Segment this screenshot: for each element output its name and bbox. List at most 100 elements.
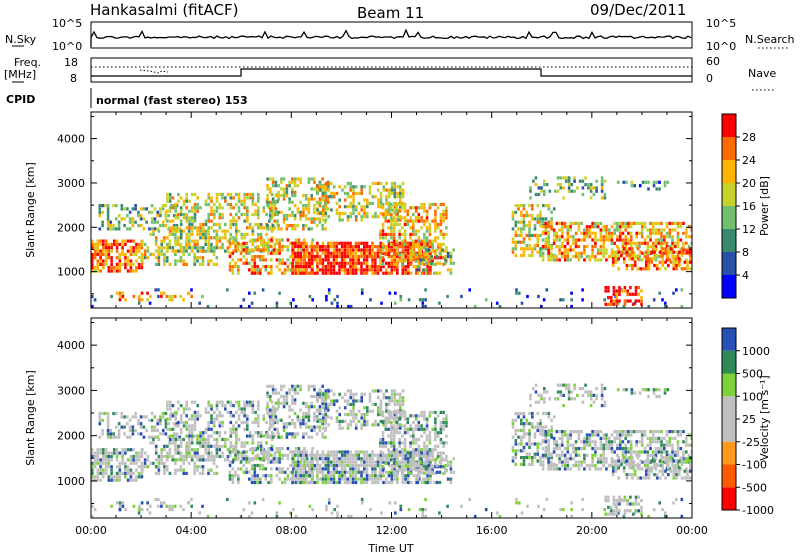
- echo-cell: [556, 189, 560, 193]
- echo-cell: [302, 224, 305, 228]
- echo-cell: [278, 470, 281, 474]
- echo-cell: [566, 241, 570, 245]
- echo-cell: [360, 392, 363, 396]
- echo-cell: [240, 420, 244, 425]
- echo-cell: [338, 450, 341, 454]
- echo-cell: [412, 229, 415, 233]
- echo-cell: [293, 224, 297, 228]
- echo-cell: [140, 454, 144, 459]
- echo-cell: [377, 409, 380, 413]
- echo-cell: [209, 468, 213, 472]
- echo-cell: [276, 420, 279, 425]
- echo-cell: [321, 432, 324, 436]
- echo-cell: [403, 259, 407, 263]
- echo-cell: [269, 394, 272, 399]
- echo-cell: [390, 434, 393, 438]
- echo-cell: [253, 463, 257, 468]
- echo-cell: [142, 227, 146, 231]
- echo-cell: [388, 188, 391, 192]
- echo-cell: [651, 221, 655, 225]
- echo-cell: [434, 458, 437, 462]
- echo-cell: [425, 444, 429, 448]
- echo-cell: [357, 255, 360, 259]
- echo-cell: [394, 301, 397, 305]
- echo-cell: [160, 249, 163, 253]
- echo-cell: [282, 394, 286, 399]
- echo-cell: [690, 241, 692, 245]
- echo-cell: [319, 409, 322, 413]
- echo-cell: [218, 444, 222, 448]
- echo-cell: [354, 261, 358, 265]
- echo-cell: [664, 267, 667, 271]
- echo-cell: [143, 252, 147, 256]
- echo-cell: [243, 404, 246, 408]
- echo-cell: [115, 204, 118, 208]
- echo-cell: [340, 460, 344, 464]
- echo-cell: [340, 453, 344, 457]
- echo-cell: [624, 221, 627, 225]
- echo-cell: [232, 236, 235, 240]
- echo-cell: [442, 219, 445, 223]
- echo-cell: [242, 261, 246, 265]
- echo-cell: [190, 249, 194, 253]
- echo-cell: [124, 266, 127, 270]
- echo-cell: [672, 291, 675, 295]
- echo-cell: [91, 304, 94, 308]
- echo-cell: [393, 413, 397, 417]
- echo-cell: [366, 423, 369, 427]
- echo-cell: [296, 248, 300, 252]
- echo-cell: [396, 255, 399, 259]
- echo-cell: [385, 409, 388, 413]
- echo-cell: [135, 269, 138, 273]
- echo-cell: [128, 425, 132, 429]
- echo-cell: [610, 248, 614, 252]
- echo-cell: [390, 389, 394, 393]
- echo-cell: [131, 224, 135, 228]
- echo-cell: [354, 416, 358, 420]
- echo-cell: [160, 448, 163, 452]
- echo-cell: [388, 413, 391, 417]
- echo-cell: [390, 242, 393, 246]
- echo-cell: [354, 241, 358, 245]
- echo-cell: [175, 214, 179, 218]
- echo-cell: [281, 238, 284, 242]
- echo-cell: [412, 461, 415, 465]
- echo-cell: [675, 260, 678, 264]
- echo-cell: [201, 294, 204, 299]
- echo-cell: [668, 258, 672, 262]
- echo-cell: [340, 474, 344, 478]
- echo-cell: [324, 435, 327, 439]
- echo-cell: [288, 408, 291, 412]
- freq-right-tick-top: 60: [706, 55, 720, 68]
- echo-cell: [270, 216, 274, 220]
- echo-cell: [283, 268, 287, 272]
- echo-cell: [250, 268, 254, 272]
- echo-cell: [390, 249, 393, 253]
- echo-cell: [107, 246, 111, 250]
- echo-cell: [511, 240, 515, 244]
- echo-cell: [624, 228, 627, 232]
- echo-cell: [91, 269, 94, 273]
- echo-cell: [387, 461, 390, 465]
- echo-cell: [572, 255, 575, 259]
- echo-cell: [332, 195, 336, 199]
- echo-cell: [392, 246, 396, 250]
- echo-cell: [620, 289, 624, 293]
- echo-cell: [221, 192, 224, 197]
- echo-cell: [257, 209, 260, 213]
- echo-cell: [165, 256, 169, 260]
- echo-cell: [278, 460, 281, 464]
- echo-cell: [128, 227, 132, 231]
- echo-cell: [271, 388, 275, 392]
- echo-cell: [631, 292, 635, 296]
- echo-cell: [215, 407, 219, 411]
- echo-cell: [644, 260, 648, 264]
- echo-cell: [327, 251, 330, 255]
- echo-cell: [332, 251, 336, 255]
- echo-cell: [420, 246, 423, 250]
- echo-cell: [525, 233, 529, 238]
- echo-cell: [321, 401, 324, 405]
- echo-cell: [583, 228, 586, 232]
- echo-cell: [294, 470, 298, 474]
- echo-cell: [324, 251, 327, 255]
